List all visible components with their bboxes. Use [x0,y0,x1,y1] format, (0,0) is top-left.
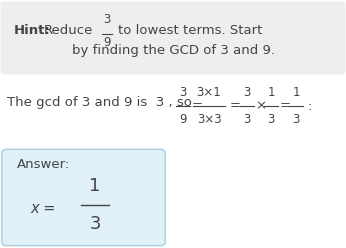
Text: =: = [229,99,240,113]
Text: The gcd of 3 and 9 is  3 , so: The gcd of 3 and 9 is 3 , so [7,96,192,109]
Text: 1: 1 [267,86,275,99]
Text: 3: 3 [179,86,187,99]
Text: :: : [308,99,312,113]
Text: ×: × [255,99,266,113]
Text: to lowest terms. Start: to lowest terms. Start [118,24,262,37]
Text: Reduce: Reduce [44,24,93,37]
FancyBboxPatch shape [1,1,345,74]
Text: 3: 3 [292,113,300,126]
Text: x =: x = [30,201,55,216]
Text: 3: 3 [103,13,111,26]
Text: 1: 1 [292,86,300,99]
Text: 9: 9 [103,36,111,49]
Text: Answer:: Answer: [17,158,70,171]
Text: 3×1: 3×1 [197,86,221,99]
Text: 3: 3 [89,215,101,233]
Text: 3: 3 [267,113,275,126]
Text: =: = [191,99,202,113]
Text: by finding the GCD of 3 and 9.: by finding the GCD of 3 and 9. [72,44,274,57]
Text: 3: 3 [243,86,251,99]
Text: Hint:: Hint: [14,24,51,37]
Text: 1: 1 [89,177,101,195]
Text: 3: 3 [243,113,251,126]
FancyBboxPatch shape [2,149,165,246]
Text: =: = [280,99,291,113]
Text: 9: 9 [179,113,187,126]
Text: 3×3: 3×3 [197,113,221,126]
